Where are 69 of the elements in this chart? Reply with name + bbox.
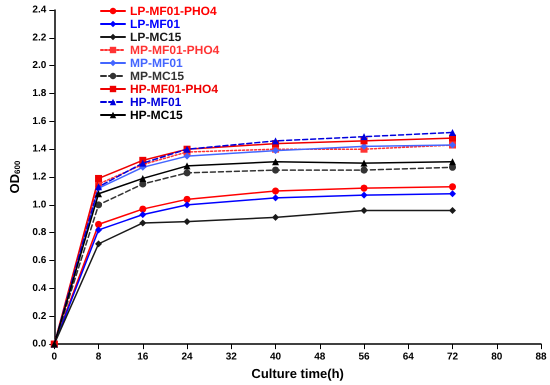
- point: [449, 183, 456, 190]
- point: [272, 166, 280, 174]
- y-tick-label: 0.6: [32, 255, 47, 266]
- y-axis-title: OD600: [7, 160, 22, 194]
- point: [272, 187, 280, 194]
- point: [360, 133, 368, 140]
- point: [139, 211, 146, 218]
- point: [95, 201, 102, 208]
- point: [95, 226, 102, 234]
- y-tick-label: 1.4: [32, 144, 47, 155]
- point: [184, 201, 191, 208]
- x-tick-label: 16: [137, 352, 149, 363]
- point: [184, 218, 191, 226]
- point: [360, 166, 368, 174]
- point: [272, 137, 280, 144]
- y-tick-label: 0.0: [32, 338, 47, 350]
- x-tick-label: 64: [402, 352, 414, 363]
- point: [139, 219, 146, 226]
- point: [95, 220, 102, 228]
- point: [184, 169, 191, 176]
- point: [360, 184, 368, 192]
- y-tick-label: 0.8: [32, 227, 47, 238]
- legend-label: MP-MC15: [130, 69, 184, 83]
- point: [272, 194, 280, 202]
- y-tick-label: 0.4: [32, 282, 47, 294]
- legend-label: HP-MF01-PHO4: [130, 82, 218, 96]
- point: [184, 162, 191, 170]
- point: [360, 160, 368, 167]
- y-tick-label: 2.2: [32, 32, 47, 44]
- x-tick-label: 40: [270, 352, 282, 363]
- legend-label: LP-MF01: [130, 17, 180, 31]
- legend-label: LP-MC15: [130, 30, 182, 44]
- point: [449, 190, 456, 198]
- point: [184, 152, 191, 160]
- y-tick-label: 1.2: [32, 172, 47, 183]
- x-tick-label: 88: [535, 352, 547, 363]
- point: [272, 214, 280, 221]
- legend-label: HP-MC15: [130, 108, 183, 122]
- point: [449, 158, 456, 166]
- point: [360, 206, 368, 214]
- point: [272, 158, 280, 166]
- point: [449, 129, 456, 136]
- x-tick-label: 80: [491, 352, 503, 363]
- y-tick-label: 1.8: [32, 88, 47, 100]
- point: [184, 196, 191, 203]
- legend-label: MP-MF01-PHO4: [130, 43, 220, 57]
- y-tick-label: 2.0: [32, 60, 47, 72]
- x-tick-label: 32: [226, 352, 238, 363]
- point: [95, 240, 102, 248]
- point: [95, 174, 102, 182]
- legend-label: LP-MF01-PHO4: [130, 4, 218, 18]
- x-tick-label: 48: [314, 352, 326, 363]
- point: [360, 192, 368, 199]
- y-tick-label: 2.4: [32, 4, 47, 16]
- point: [139, 206, 146, 213]
- x-tick-label: 72: [446, 352, 459, 363]
- legend-label: HP-MF01: [130, 95, 182, 109]
- y-tick-label: 1.6: [32, 116, 47, 127]
- x-tick-label: 56: [358, 352, 370, 363]
- x-axis-title: Culture time(h): [251, 366, 344, 381]
- y-tick-label: 1.0: [32, 199, 47, 210]
- y-tick-label: 0.2: [32, 310, 47, 322]
- legend-label: MP-MF01: [130, 56, 183, 70]
- point: [139, 174, 146, 182]
- x-tick-label: 24: [181, 352, 194, 363]
- point: [95, 190, 102, 198]
- point: [449, 206, 456, 214]
- x-tick-label: 0: [52, 352, 58, 363]
- x-tick-label: 8: [96, 352, 102, 363]
